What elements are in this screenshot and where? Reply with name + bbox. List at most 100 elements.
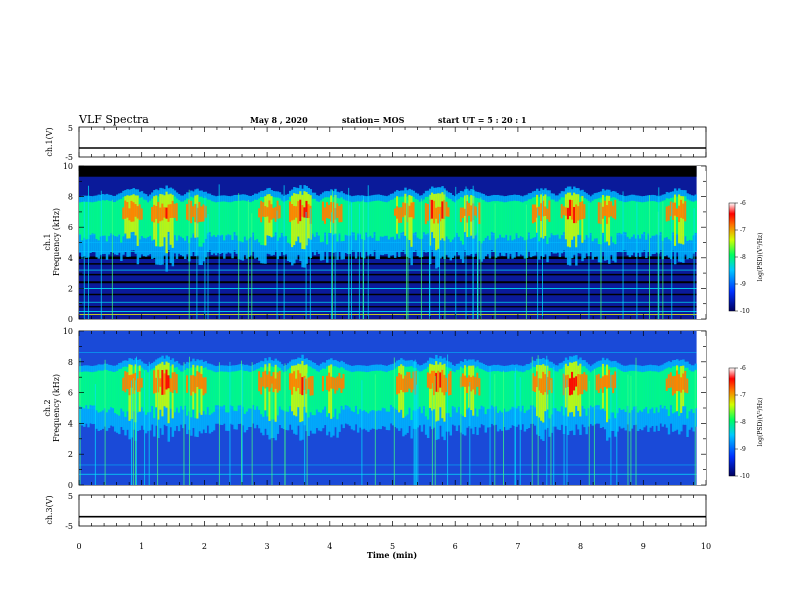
x-tick-label: 10 [701,542,711,551]
emission-peak [579,202,582,220]
emission-peak [126,201,129,218]
x-tick-label: 5 [390,542,395,551]
emission-peak [601,206,605,219]
emission-core [620,201,623,234]
emission-core [612,197,615,243]
emission-peak [548,200,551,222]
emission-peak [682,203,685,219]
emission-core [342,199,345,241]
emission-peak [597,202,601,224]
emission-core [369,371,372,412]
ch1-voltage-ylabel: ch.1(V) [45,127,54,156]
emission-core [451,371,455,407]
emission-peak [439,372,442,388]
emission-core [109,201,113,234]
emission-peak [186,204,189,220]
emission-peak [311,375,315,396]
emission-core [482,200,485,241]
x-tick-label: 7 [515,542,520,551]
x-tick-label: 2 [202,542,207,551]
emission-core [301,194,304,249]
emission-peak [398,372,401,394]
emission-core [492,371,496,407]
emission-peak [575,204,578,224]
emission-core [486,202,490,236]
emission-core [636,201,640,235]
emission-peak [678,205,681,223]
y-tick-label: 8 [68,193,73,202]
emission-core [282,371,286,411]
emission-core [519,201,523,237]
emission-peak [196,207,199,224]
emission-peak [568,378,572,396]
emission-peak [533,376,537,393]
emission-core [587,370,590,409]
colorbar-tick-label: -10 [740,473,750,480]
emission-core [181,201,185,239]
emission-peak [449,371,453,395]
emission-core [354,371,358,406]
emission-peak [293,371,296,387]
emission-peak [140,208,144,220]
emission-core [305,192,308,246]
emission-peak [531,204,535,224]
emission-peak [151,206,154,222]
emission-core [643,202,646,232]
emission-peak [155,377,158,393]
emission-core [484,201,488,238]
emission-core [235,201,238,236]
colorbar-label: log(PSD)(V²/Hz) [757,398,764,447]
emission-core [457,369,461,407]
colorbar-label: log(PSD)(V²/Hz) [757,233,764,282]
emission-core [435,193,438,251]
emission-core [142,369,146,412]
emission-core [81,371,84,407]
emission-core [221,371,224,407]
emission-peak [276,200,280,219]
emission-core [249,372,253,409]
y-tick-label: 2 [68,450,73,459]
emission-peak [124,371,127,393]
emission-core [105,200,109,242]
emission-peak [599,378,603,389]
emission-peak [138,371,142,392]
emission-core [558,199,562,239]
emission-core [418,201,422,240]
emission-core [655,201,658,235]
emission-core [651,371,654,408]
emission-peak [410,202,413,218]
emission-peak [538,206,541,216]
emission-core [354,201,358,241]
emission-core [653,371,656,414]
emission-core [365,372,368,412]
emission-peak [338,206,341,223]
emission-core [501,371,504,413]
emission-peak [124,200,127,219]
emission-peak [560,204,564,219]
emission-peak [476,372,479,387]
colorbar-tick-label: -7 [740,227,746,234]
emission-core [649,201,652,238]
emission-core [680,196,683,244]
emission-peak [550,378,553,394]
emission-core [622,201,625,232]
emission-core [620,371,623,411]
y-tick-label: 6 [68,223,73,232]
emission-core [208,369,212,415]
emission-core [422,369,426,407]
emission-peak [608,369,611,388]
emission-core [552,199,555,236]
emission-core [183,200,187,241]
ch1-colorbar: -6 -7 -8 -9 -10 log(PSD)(V²/Hz) [728,200,764,315]
emission-core [589,202,593,234]
emission-peak [665,378,669,392]
ch2-spectrogram-ylabel-unit: Frequency (kHz) [52,374,61,442]
emission-peak [402,202,405,218]
emission-peak [478,202,481,225]
emission-core [455,370,459,413]
emission-core [641,372,644,412]
emission-core [336,197,339,242]
emission-peak [159,378,162,387]
emission-core [538,196,541,242]
emission-core [482,370,485,407]
